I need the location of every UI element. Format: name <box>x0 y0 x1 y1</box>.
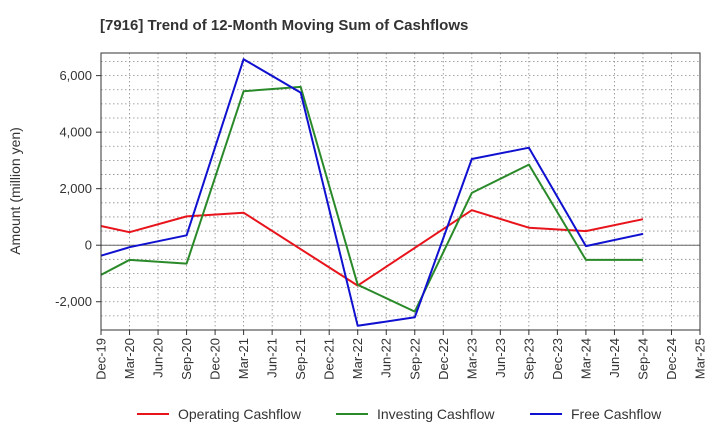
x-tick-label: Dec-20 <box>208 338 223 380</box>
series-line-free-cashflow <box>100 58 644 327</box>
x-tick-label: Dec-23 <box>550 338 565 380</box>
x-tick-label: Mar-20 <box>122 338 137 379</box>
y-axis-title: Amount (million yen) <box>7 127 23 255</box>
x-tick-label: Mar-22 <box>350 338 365 379</box>
x-tick-label: Sep-23 <box>521 338 536 380</box>
series-line-operating-cashflow <box>100 209 644 287</box>
x-tick-label: Mar-21 <box>236 338 251 379</box>
y-axis-ticks: -2,000 0 2,000 4,000 6,000 <box>55 68 101 309</box>
legend-label-operating-cashflow: Operating Cashflow <box>178 406 302 422</box>
series-line-investing-cashflow <box>100 85 643 313</box>
grid-lines <box>101 53 700 330</box>
series-lines <box>100 58 644 327</box>
x-tick-label: Mar-25 <box>693 338 708 379</box>
plot-frame <box>100 52 701 331</box>
x-tick-label: Mar-23 <box>464 338 479 379</box>
y-tick-label: 4,000 <box>59 125 92 140</box>
x-tick-label: Dec-21 <box>322 338 337 380</box>
chart-title: [7916] Trend of 12-Month Moving Sum of C… <box>100 17 468 34</box>
y-tick-label: 0 <box>85 238 92 253</box>
x-tick-label: Jun-20 <box>151 338 166 378</box>
x-tick-label: Jun-22 <box>379 338 394 378</box>
x-tick-label: Jun-24 <box>607 338 622 378</box>
legend-label-free-cashflow: Free Cashflow <box>571 406 662 422</box>
x-tick-label: Sep-22 <box>407 338 422 380</box>
x-tick-label: Sep-21 <box>293 338 308 380</box>
legend-label-investing-cashflow: Investing Cashflow <box>377 406 495 422</box>
legend: Operating Cashflow Investing Cashflow Free… <box>137 406 662 422</box>
x-tick-label: Dec-22 <box>436 338 451 380</box>
x-tick-label: Sep-20 <box>179 338 194 380</box>
x-tick-label: Dec-19 <box>94 338 109 380</box>
x-tick-label: Sep-24 <box>635 338 650 380</box>
x-tick-label: Mar-24 <box>578 338 593 379</box>
x-tick-label: Jun-21 <box>265 338 280 378</box>
y-tick-label: 6,000 <box>59 68 92 83</box>
y-tick-label: 2,000 <box>59 181 92 196</box>
x-tick-label: Dec-24 <box>664 338 679 380</box>
y-tick-label: -2,000 <box>55 294 92 309</box>
x-axis-ticks: Dec-19 Mar-20 Jun-20 Sep-20 Dec-20 Mar-21 Jun-… <box>94 330 708 380</box>
x-tick-label: Jun-23 <box>493 338 508 378</box>
